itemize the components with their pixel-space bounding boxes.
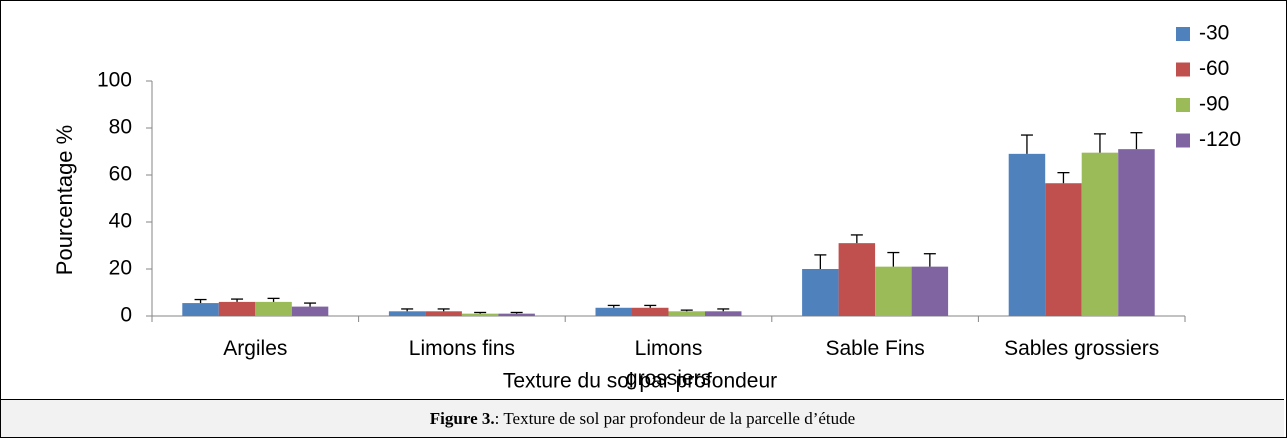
y-tick-label: 60 xyxy=(109,163,132,186)
legend-swatch xyxy=(1176,98,1190,112)
bar xyxy=(875,266,912,316)
x-tick-label: Argiles xyxy=(223,337,288,360)
x-tick-label: Limons grossiers xyxy=(625,337,712,390)
x-tick-label: Limons fins xyxy=(408,337,515,360)
bar xyxy=(632,307,669,316)
bar xyxy=(705,311,742,316)
bar xyxy=(291,306,329,316)
x-tick-label: Sable Fins xyxy=(825,337,925,360)
x-axis-title: Texture du sol par profondeur xyxy=(503,370,777,393)
bar xyxy=(911,266,949,316)
bar xyxy=(182,303,219,316)
bar xyxy=(1081,152,1119,316)
legend-label: -60 xyxy=(1199,57,1229,80)
legend-label: -120 xyxy=(1199,128,1241,151)
legend-swatch xyxy=(1176,133,1190,148)
bar xyxy=(388,311,426,316)
bar xyxy=(218,301,256,316)
y-tick-label: 100 xyxy=(97,69,132,92)
bar xyxy=(838,243,876,316)
bar xyxy=(425,311,462,316)
y-tick-label: 20 xyxy=(109,257,132,280)
figure-caption: Figure 3.: Texture de sol par profondeur… xyxy=(1,399,1284,437)
caption-text: : Texture de sol par profondeur de la pa… xyxy=(494,409,856,428)
bar xyxy=(802,269,839,316)
y-tick-label: 0 xyxy=(120,304,132,327)
bar xyxy=(498,313,535,316)
bar xyxy=(461,313,499,316)
bar xyxy=(1008,153,1046,316)
legend-swatch xyxy=(1176,62,1190,77)
legend-swatch xyxy=(1176,27,1190,41)
chart: Pourcentage % Texture du sol par profond… xyxy=(52,22,1241,393)
y-tick-label: 80 xyxy=(109,116,132,139)
legend-label: -90 xyxy=(1199,93,1229,116)
y-tick-label: 40 xyxy=(109,210,132,233)
bar xyxy=(668,311,705,316)
bar xyxy=(255,301,292,316)
bar xyxy=(1118,149,1155,316)
x-tick-label: Sables grossiers xyxy=(1004,337,1160,360)
y-axis-title: Pourcentage % xyxy=(52,125,77,275)
caption-label: Figure 3. xyxy=(429,409,495,428)
bar xyxy=(1045,183,1082,316)
bar xyxy=(595,307,632,316)
legend-label: -30 xyxy=(1199,22,1229,45)
